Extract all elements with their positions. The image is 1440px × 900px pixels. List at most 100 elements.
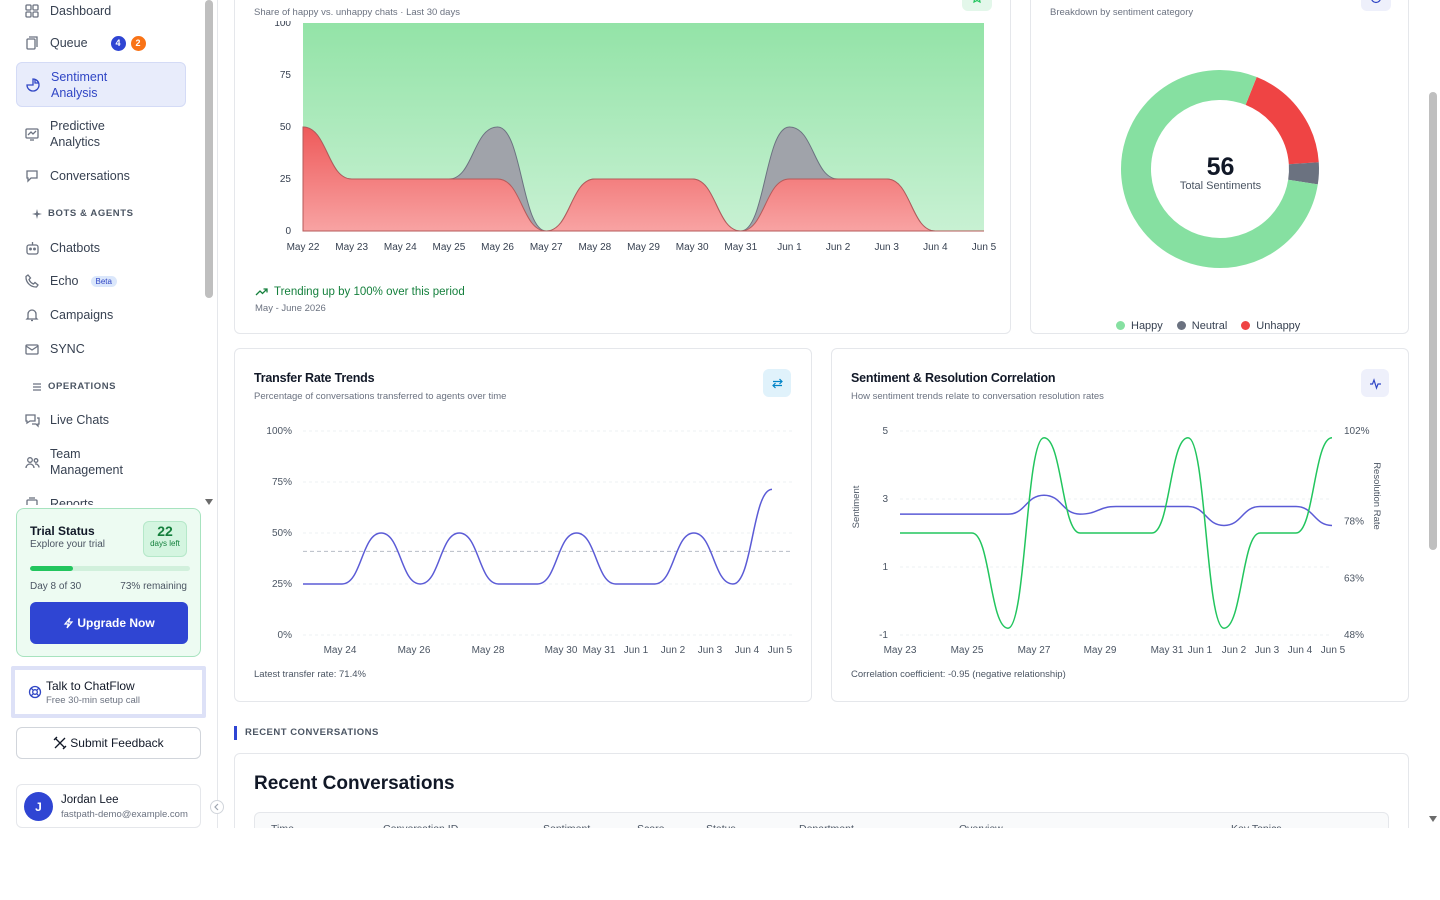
sidebar-scroll-thumb[interactable] (205, 0, 213, 298)
x-tick-label: Jun 1 (1188, 645, 1213, 656)
chat-bubble-icon (24, 168, 40, 184)
sidebar-item-label: Predictive Analytics (50, 119, 105, 149)
card-subtitle: Percentage of conversations transferred … (254, 391, 507, 402)
left-tick-label: -1 (879, 630, 888, 641)
correlation-action-button[interactable] (1361, 369, 1389, 397)
sidebar-item-label: Chatbots (50, 241, 101, 255)
x-tick-label: Jun 3 (1255, 645, 1280, 656)
days-left-number: 22 (157, 523, 173, 539)
x-tick-label: May 31 (724, 242, 757, 253)
circle-icon (1371, 0, 1381, 4)
y-tick-label: 75% (272, 477, 292, 488)
section-heading-bots: BOTS & AGENTS (32, 208, 134, 219)
chat-bubbles-icon (24, 412, 40, 428)
x-tick-label: May 28 (472, 645, 505, 656)
unhappy-area (302, 126, 984, 232)
sidebar-item-predictive-analytics[interactable]: Predictive Analytics (16, 117, 186, 151)
donut-total-label: Total Sentiments (1179, 180, 1262, 192)
card-subtitle: Breakdown by sentiment category (1050, 7, 1194, 18)
upgrade-now-button[interactable]: Upgrade Now (30, 602, 188, 644)
sidebar-item-label: SYNC (50, 342, 85, 356)
x-tick-label: Jun 4 (923, 242, 948, 253)
scroll-down-arrow-icon[interactable] (205, 499, 213, 505)
x-tick-label: May 31 (1151, 645, 1184, 656)
trial-subtitle: Explore your trial (30, 539, 106, 550)
sidebar-item-dashboard[interactable]: Dashboard (16, 2, 186, 20)
sentiment-donut-chart (1121, 70, 1319, 268)
talk-subtitle: Free 30-min setup call (46, 695, 140, 706)
main-scroll-thumb[interactable] (1429, 92, 1437, 550)
correlation-footer: Correlation coefficient: -0.95 (negative… (851, 669, 1066, 680)
star-icon (973, 0, 981, 4)
sidebar-item-chatbots[interactable]: Chatbots (16, 238, 186, 258)
sparkle-icon (32, 208, 42, 219)
x-tick-label: May 23 (884, 645, 917, 656)
trial-progress-fill (30, 566, 74, 571)
card-title: Sentiment & Resolution Correlation (851, 371, 1056, 385)
x-tick-label: Jun 1 (777, 242, 802, 253)
collapse-sidebar-button[interactable] (210, 800, 224, 814)
recent-conversations-title: Recent Conversations (254, 773, 455, 794)
submit-feedback-button[interactable]: Submit Feedback (16, 727, 201, 759)
x-tick-label: May 31 (583, 645, 616, 656)
transfer-action-button[interactable] (763, 369, 791, 397)
chart-action-button[interactable] (1361, 0, 1391, 11)
sidebar-item-campaigns[interactable]: Campaigns (16, 305, 186, 325)
left-tick-label: 5 (882, 426, 888, 437)
y-tick-label: 100% (266, 426, 292, 437)
card-title: Transfer Rate Trends (254, 371, 375, 385)
resolution-rate-line (899, 494, 1333, 527)
y-tick-label: 75 (280, 70, 292, 81)
sidebar: Dashboard Queue 4 2 Sentiment Analysis P… (0, 0, 224, 828)
x-tick-label: May 26 (398, 645, 431, 656)
sidebar-item-label: Team Management (50, 447, 123, 477)
trial-day-text: Day 8 of 30 (30, 581, 82, 592)
sidebar-item-label: Queue (50, 36, 88, 50)
left-tick-label: 1 (882, 562, 888, 573)
y-tick-label: 100 (274, 21, 291, 29)
trial-status-card: Trial Status Explore your trial 22 days … (16, 508, 201, 657)
sidebar-item-conversations[interactable]: Conversations (16, 166, 186, 186)
sidebar-item-label: Live Chats (50, 413, 110, 427)
x-tick-label: May 23 (335, 242, 368, 253)
trial-title: Trial Status (30, 524, 95, 538)
user-profile-card[interactable]: J Jordan Lee fastpath-demo@example.com (16, 784, 201, 828)
sidebar-item-live-chats[interactable]: Live Chats (16, 410, 186, 430)
x-tick-label: Jun 5 (1321, 645, 1346, 656)
legend-neutral: Neutral (1176, 320, 1227, 332)
days-left-label: days left (150, 539, 180, 548)
x-tick-label: Jun 3 (698, 645, 723, 656)
y-tick-label: 50% (272, 528, 292, 539)
happy-unhappy-area-chart: 0 25 50 75 100 May 22 May 23 May 24 May 25 May 26… (274, 21, 996, 253)
lifebuoy-icon (28, 685, 42, 699)
sidebar-item-label: Echo (50, 274, 79, 288)
talk-to-chatflow-card[interactable]: Talk to ChatFlow Free 30-min setup call (11, 666, 206, 718)
lightning-icon (64, 617, 74, 629)
activity-icon (1369, 377, 1381, 390)
sidebar-scrollbar[interactable] (204, 0, 215, 505)
x-tick-label: May 25 (433, 242, 466, 253)
x-tick-label: Jun 2 (826, 242, 851, 253)
y-tick-label: 0% (278, 630, 293, 641)
sidebar-item-sync[interactable]: SYNC (16, 339, 186, 359)
sidebar-item-reports[interactable]: Reports (16, 494, 186, 505)
x-tick-label: May 29 (1084, 645, 1117, 656)
transfer-arrows-icon (771, 378, 783, 388)
sidebar-item-team-management[interactable]: Team Management (16, 445, 186, 479)
right-axis-label: Resolution Rate (1371, 462, 1382, 530)
card-subtitle: Share of happy vs. unhappy chats · Last … (254, 7, 460, 18)
dashboard-icon (24, 3, 40, 19)
phone-icon (24, 273, 40, 289)
transfer-footer: Latest transfer rate: 71.4% (254, 669, 366, 680)
right-tick-label: 63% (1344, 573, 1364, 584)
sidebar-item-echo[interactable]: Echo Beta (16, 271, 186, 291)
sidebar-item-label: Sentiment Analysis (51, 69, 108, 100)
scroll-down-arrow-icon[interactable] (1429, 816, 1437, 822)
sidebar-item-queue[interactable]: Queue 4 2 (16, 33, 186, 53)
legend-unhappy: Unhappy (1241, 320, 1300, 332)
x-tick-label: May 28 (578, 242, 611, 253)
donut-slice-happy (1121, 70, 1318, 268)
main-scrollbar[interactable] (1426, 0, 1440, 828)
sidebar-item-sentiment-analysis[interactable]: Sentiment Analysis (16, 62, 186, 107)
chart-action-button[interactable] (962, 0, 992, 11)
